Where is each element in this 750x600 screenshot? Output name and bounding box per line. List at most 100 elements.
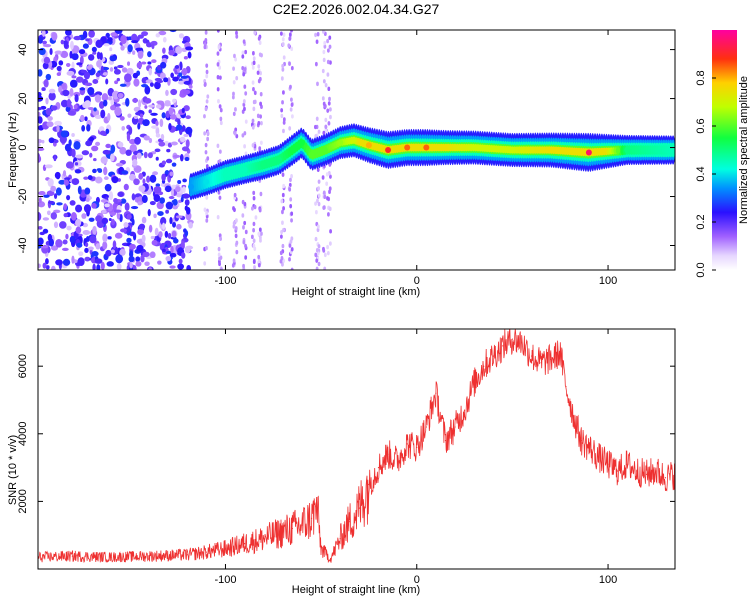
noise-speck [137, 228, 144, 236]
noise-streak [244, 229, 248, 235]
noise-speck [165, 158, 173, 164]
snr-point [330, 558, 332, 560]
noise-speck [85, 197, 90, 202]
noise-speck [47, 116, 53, 121]
noise-speck [162, 47, 166, 54]
noise-speck [101, 217, 109, 225]
snr-frame [37, 328, 676, 570]
noise-streak [259, 140, 263, 146]
noise-streak [322, 130, 326, 136]
noise-speck [108, 217, 112, 222]
noise-speck [95, 176, 103, 184]
noise-streak [290, 30, 293, 33]
noise-streak [280, 199, 284, 204]
noise-speck [50, 265, 56, 270]
noise-streak [315, 248, 319, 253]
snr-point [397, 460, 399, 462]
noise-speck [126, 213, 132, 220]
noise-speck [99, 52, 103, 61]
noise-streak [258, 227, 262, 232]
noise-streak [204, 37, 208, 43]
noise-speck [102, 149, 111, 155]
noise-speck [66, 98, 72, 108]
noise-speck [165, 89, 169, 97]
noise-streak [205, 246, 208, 251]
noise-speck [38, 111, 41, 117]
noise-speck [169, 171, 174, 177]
noise-speck [117, 92, 124, 99]
noise-streak [288, 187, 292, 192]
noise-speck [129, 243, 136, 250]
noise-speck [170, 188, 174, 197]
noise-speck [109, 55, 117, 62]
noise-speck [38, 263, 41, 269]
noise-streak [326, 48, 330, 53]
noise-streak [256, 113, 260, 119]
noise-speck [42, 62, 49, 70]
noise-speck [44, 164, 53, 169]
noise-speck [166, 148, 171, 153]
noise-speck [153, 186, 162, 194]
noise-speck [81, 150, 90, 156]
noise-streak [288, 257, 291, 262]
noise-speck [42, 217, 50, 221]
noise-speck [113, 66, 118, 70]
noise-streak [290, 218, 293, 223]
noise-speck [45, 108, 52, 116]
noise-speck [48, 88, 56, 94]
noise-streak [253, 90, 257, 96]
noise-speck [102, 99, 108, 107]
noise-streak [322, 248, 326, 253]
noise-speck [97, 168, 103, 173]
noise-speck [147, 61, 152, 65]
noise-speck [185, 126, 193, 135]
noise-speck [119, 228, 128, 233]
noise-streak [252, 51, 255, 56]
noise-streak [252, 228, 255, 233]
noise-speck [132, 72, 139, 79]
noise-streak [258, 235, 262, 240]
noise-speck [61, 247, 69, 252]
noise-speck [101, 93, 109, 102]
noise-speck [38, 47, 46, 56]
noise-speck [149, 200, 156, 206]
noise-speck [84, 247, 89, 253]
noise-speck [155, 126, 160, 136]
noise-speck [108, 191, 114, 201]
noise-speck [65, 30, 72, 36]
noise-streak [241, 213, 245, 218]
noise-streak [315, 266, 319, 270]
noise-speck [153, 194, 161, 203]
y-tick-label: -40 [17, 238, 29, 254]
noise-speck [53, 139, 59, 144]
noise-streak [314, 134, 318, 139]
x-tick-label: 0 [414, 275, 420, 287]
noise-speck [119, 248, 126, 256]
noise-streak [251, 118, 255, 123]
noise-speck [137, 50, 144, 59]
ridge-point [624, 147, 631, 153]
noise-speck [95, 39, 103, 49]
noise-speck [38, 143, 41, 147]
noise-streak [316, 227, 320, 233]
noise-speck [87, 106, 94, 111]
noise-streak [328, 107, 332, 112]
noise-speck [85, 38, 90, 42]
noise-streak [258, 40, 262, 45]
noise-speck [69, 200, 76, 206]
noise-speck [65, 161, 74, 169]
noise-speck [96, 60, 102, 68]
snr-point [71, 555, 74, 557]
ridge-point [321, 147, 328, 153]
ridge-point [509, 147, 516, 153]
noise-speck [124, 73, 132, 83]
noise-speck [169, 30, 177, 33]
noise-speck [111, 176, 119, 184]
noise-streak [328, 35, 332, 40]
noise-streak [254, 215, 258, 220]
noise-speck [66, 70, 75, 76]
noise-streak [252, 106, 256, 112]
noise-streak [205, 69, 209, 75]
noise-streak [235, 240, 239, 246]
noise-streak [322, 49, 326, 55]
